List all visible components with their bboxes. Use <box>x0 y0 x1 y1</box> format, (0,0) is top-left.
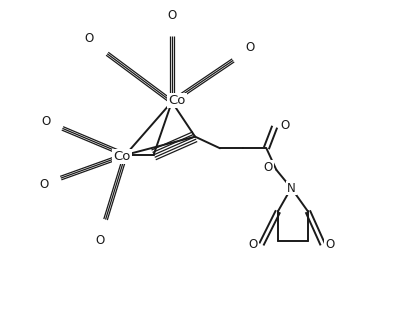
Text: O: O <box>41 115 50 128</box>
Text: Co: Co <box>168 94 186 107</box>
Text: O: O <box>167 9 176 22</box>
Text: N: N <box>287 181 296 194</box>
Text: O: O <box>84 32 94 45</box>
Text: O: O <box>249 238 258 251</box>
Text: O: O <box>39 178 49 191</box>
Text: O: O <box>263 161 273 174</box>
Text: Co: Co <box>113 150 131 163</box>
Text: O: O <box>245 41 255 54</box>
Text: O: O <box>280 119 289 132</box>
Text: O: O <box>95 234 105 247</box>
Text: O: O <box>326 238 335 251</box>
